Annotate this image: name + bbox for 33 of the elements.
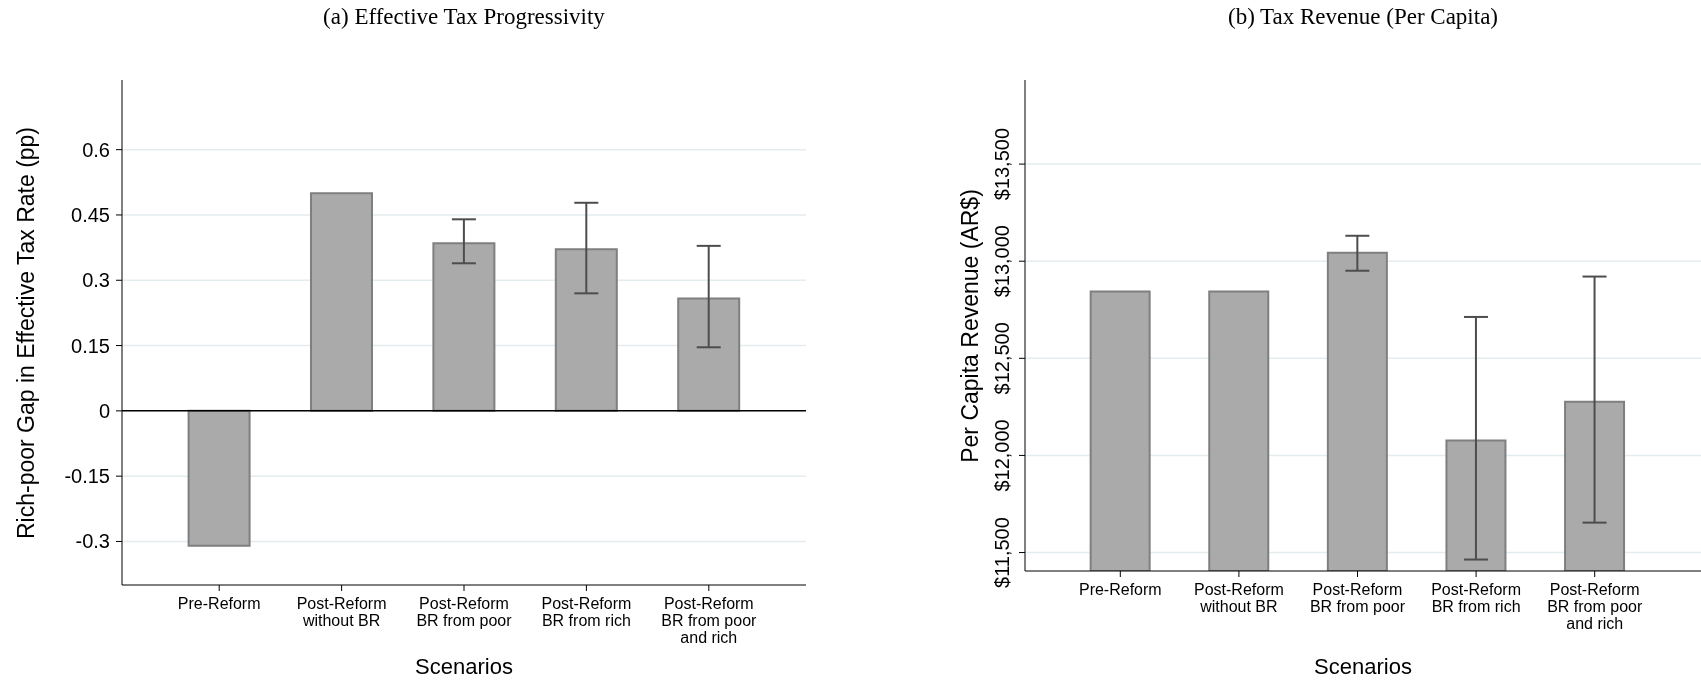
x-tick-label: Pre-Reform: [1078, 581, 1162, 598]
x-tick-label: Post-Reform BR from poor and rich: [1547, 581, 1643, 632]
y-axis-title: Rich-poor Gap in Effective Tax Rate (pp): [12, 126, 40, 539]
y-tick-label: 0.15: [71, 334, 110, 357]
x-tick-label: Post-Reform BR from rich: [541, 595, 632, 629]
y-tick-label: 0.6: [82, 138, 110, 161]
y-tick-label: $12,500: [991, 322, 1013, 395]
y-tick-label: $13,000: [991, 225, 1013, 298]
x-axis-title: Scenarios: [414, 654, 514, 680]
y-tick-label: -0.15: [64, 465, 110, 488]
bar: [187, 409, 251, 547]
x-tick-label: Pre-Reform: [177, 595, 261, 612]
y-tick-label: $11,500: [991, 517, 1013, 588]
y-tick-label: $12,000: [991, 419, 1013, 492]
bar: [677, 297, 741, 412]
bar: [310, 192, 373, 412]
bar: [554, 248, 618, 412]
x-tick-label: Post-Reform without BR: [1194, 581, 1284, 615]
y-tick-label: $13,500: [991, 127, 1013, 201]
y-tick-label: 0.3: [82, 269, 110, 292]
x-tick-label: Post-Reform BR from poor and rich: [661, 595, 758, 646]
y-tick-label: 0.45: [71, 203, 110, 226]
bar: [432, 242, 496, 412]
y-axis-title: Per Capita Revenue (AR$): [956, 188, 984, 463]
y-tick-label: 0: [98, 399, 110, 422]
chart-title: (b) Tax Revenue (Per Capita): [1226, 4, 1499, 30]
x-tick-label: Post-Reform BR from rich: [1431, 581, 1521, 615]
y-tick-label: -0.3: [75, 530, 110, 553]
x-tick-label: Post-Reform BR from poor: [416, 595, 513, 629]
x-tick-label: Post-Reform without BR: [296, 595, 387, 629]
x-tick-label: Post-Reform BR from poor: [1309, 581, 1406, 615]
chart-title: (a) Effective Tax Progressivity: [322, 4, 606, 30]
x-axis-title: Scenarios: [1313, 654, 1413, 680]
